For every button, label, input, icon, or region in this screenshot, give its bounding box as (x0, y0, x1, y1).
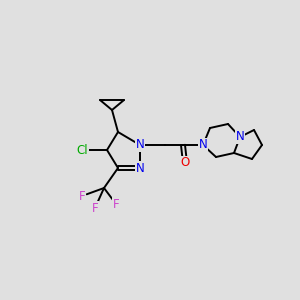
Text: N: N (136, 139, 144, 152)
Text: F: F (79, 190, 85, 202)
Text: F: F (92, 202, 98, 214)
Text: F: F (113, 197, 119, 211)
Text: O: O (180, 157, 190, 169)
Text: Cl: Cl (76, 143, 88, 157)
Text: N: N (236, 130, 244, 143)
Text: N: N (199, 139, 207, 152)
Text: N: N (136, 161, 144, 175)
